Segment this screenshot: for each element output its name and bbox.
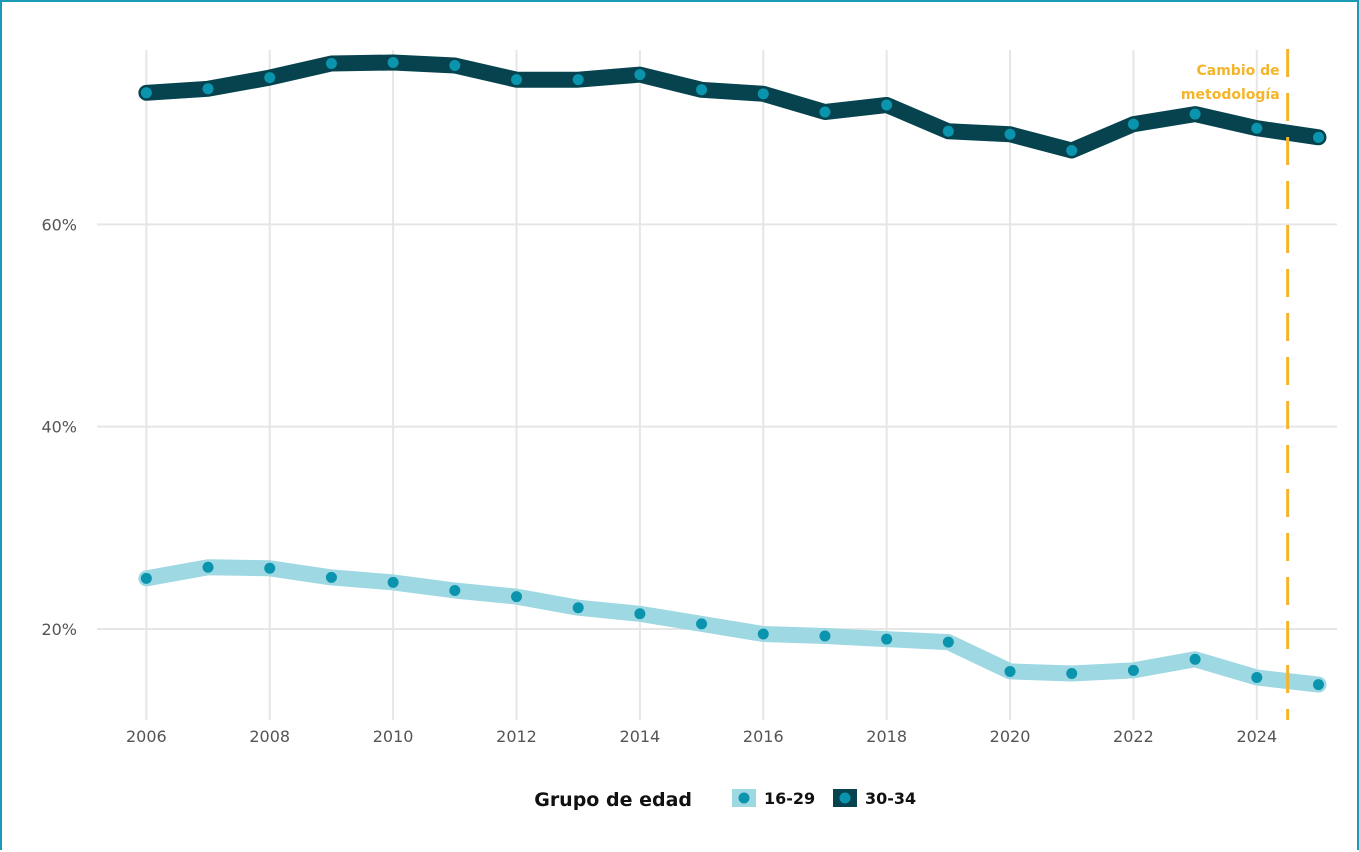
data-point bbox=[1127, 664, 1139, 676]
data-point bbox=[140, 87, 152, 99]
series-line bbox=[138, 54, 1327, 159]
series-line bbox=[138, 559, 1327, 693]
data-point bbox=[634, 608, 646, 620]
data-point bbox=[942, 636, 954, 648]
x-tick-label: 2012 bbox=[496, 727, 537, 746]
x-tick-label: 2022 bbox=[1113, 727, 1154, 746]
data-point bbox=[819, 630, 831, 642]
data-point bbox=[757, 628, 769, 640]
data-point bbox=[387, 56, 399, 68]
data-point bbox=[1251, 672, 1263, 684]
data-point bbox=[696, 84, 708, 96]
x-axis-labels: 2006 2008 2010 2012 2014 2016 2018 2020 2022 2024 bbox=[126, 727, 1277, 746]
y-axis-labels: 20% 40% 60% bbox=[41, 215, 77, 639]
data-point bbox=[325, 57, 337, 69]
x-tick-label: 2014 bbox=[620, 727, 661, 746]
data-point bbox=[1127, 118, 1139, 130]
x-tick-label: 2016 bbox=[743, 727, 784, 746]
data-point bbox=[1251, 122, 1263, 134]
data-point bbox=[1312, 679, 1324, 691]
x-tick-label: 2006 bbox=[126, 727, 167, 746]
data-point bbox=[1312, 131, 1324, 143]
data-point bbox=[449, 585, 461, 597]
legend-label: 16-29 bbox=[764, 789, 815, 808]
series-layer bbox=[138, 54, 1327, 693]
data-point bbox=[1066, 667, 1078, 679]
x-tick-label: 2018 bbox=[866, 727, 907, 746]
data-point bbox=[1066, 144, 1078, 156]
data-point bbox=[1004, 665, 1016, 677]
data-point bbox=[264, 562, 276, 574]
data-point bbox=[757, 88, 769, 100]
data-point bbox=[942, 125, 954, 137]
data-point bbox=[511, 591, 523, 603]
annotation-text: Cambio de bbox=[1197, 63, 1280, 79]
data-point bbox=[881, 633, 893, 645]
data-point bbox=[1004, 128, 1016, 140]
data-point bbox=[202, 83, 214, 95]
y-tick-label: 60% bbox=[41, 215, 77, 234]
data-point bbox=[696, 618, 708, 630]
data-point bbox=[1189, 108, 1201, 120]
legend-item-30-34: 30-34 bbox=[833, 789, 916, 808]
data-point bbox=[387, 576, 399, 588]
data-point bbox=[634, 69, 646, 81]
x-tick-label: 2024 bbox=[1236, 727, 1277, 746]
data-point bbox=[819, 106, 831, 118]
legend-point bbox=[839, 792, 851, 804]
methodology-annotation: Cambio de metodología bbox=[1181, 49, 1290, 720]
x-tick-label: 2008 bbox=[249, 727, 290, 746]
data-point bbox=[1189, 653, 1201, 665]
legend-item-16-29: 16-29 bbox=[732, 789, 815, 808]
data-point bbox=[511, 74, 523, 86]
series-16-29 bbox=[138, 559, 1327, 693]
x-tick-label: 2020 bbox=[990, 727, 1031, 746]
legend-title: Grupo de edad bbox=[534, 789, 692, 811]
legend-point bbox=[738, 792, 750, 804]
data-point bbox=[572, 602, 584, 614]
data-point bbox=[449, 59, 461, 71]
data-point bbox=[202, 561, 214, 573]
data-point bbox=[264, 72, 276, 84]
data-point bbox=[572, 74, 584, 86]
data-point bbox=[325, 571, 337, 583]
legend: Grupo de edad 16-29 30-34 bbox=[534, 789, 916, 811]
data-point bbox=[140, 572, 152, 584]
y-tick-label: 20% bbox=[41, 620, 77, 639]
series-30-34 bbox=[138, 54, 1327, 159]
y-tick-label: 40% bbox=[41, 418, 77, 437]
annotation-text: metodología bbox=[1181, 87, 1280, 103]
legend-label: 30-34 bbox=[865, 789, 916, 808]
grid-lines bbox=[97, 50, 1337, 720]
data-point bbox=[881, 99, 893, 111]
x-tick-label: 2010 bbox=[373, 727, 414, 746]
